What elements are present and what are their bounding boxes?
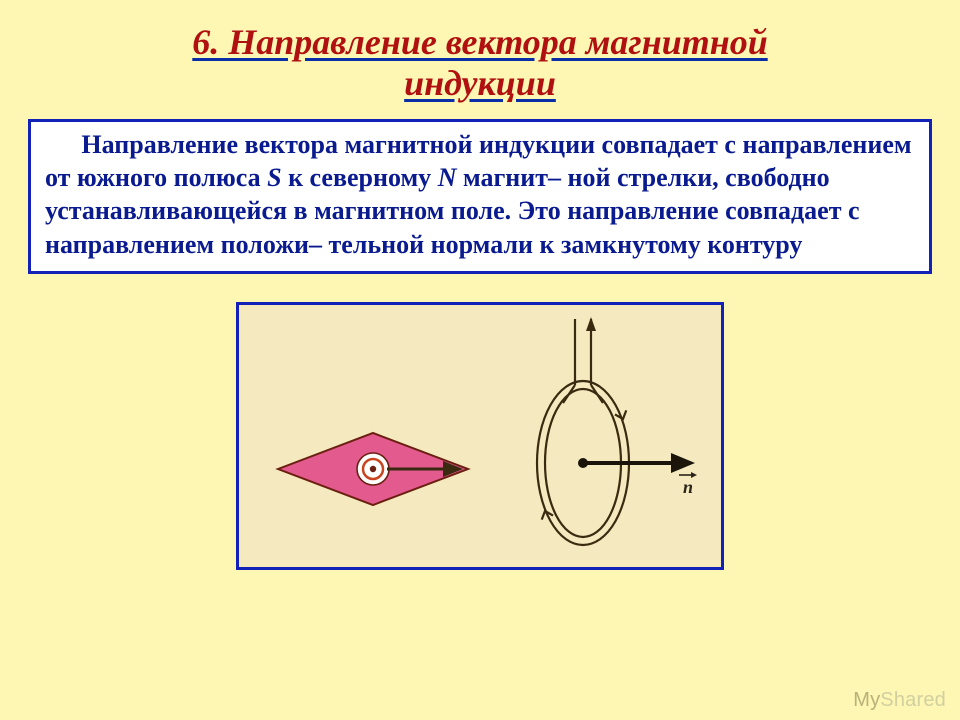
slide: 6. Направление вектора магнитной индукци… (0, 0, 960, 720)
physics-diagram: n (245, 311, 715, 561)
definition-text-box: Направление вектора магнитной индукции с… (28, 119, 932, 274)
watermark-my: My (853, 689, 880, 711)
def-italic-N: N (438, 163, 457, 192)
title-line-2: индукции (404, 63, 556, 103)
watermark: MyShared (853, 689, 946, 712)
slide-title: 6. Направление вектора магнитной индукци… (28, 22, 932, 105)
def-italic-S: S (267, 163, 281, 192)
title-line-1: 6. Направление вектора магнитной (192, 22, 767, 62)
figure-container: n (28, 302, 932, 570)
def-seg-3: к северному (282, 163, 438, 192)
svg-text:n: n (683, 477, 693, 497)
watermark-shared: Shared (880, 689, 946, 711)
figure-border: n (236, 302, 724, 570)
